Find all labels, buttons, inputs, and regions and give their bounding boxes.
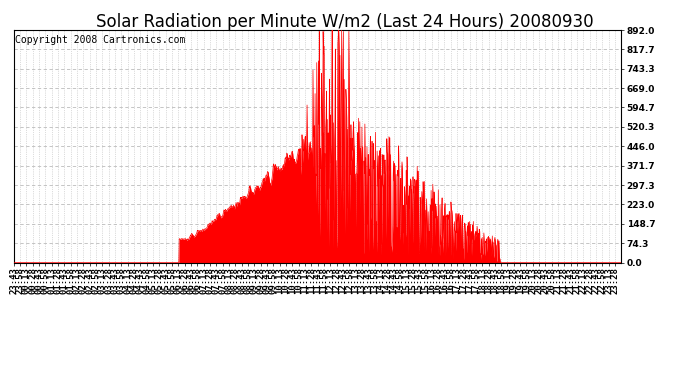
Text: Copyright 2008 Cartronics.com: Copyright 2008 Cartronics.com bbox=[15, 34, 186, 45]
Text: Solar Radiation per Minute W/m2 (Last 24 Hours) 20080930: Solar Radiation per Minute W/m2 (Last 24… bbox=[96, 13, 594, 31]
